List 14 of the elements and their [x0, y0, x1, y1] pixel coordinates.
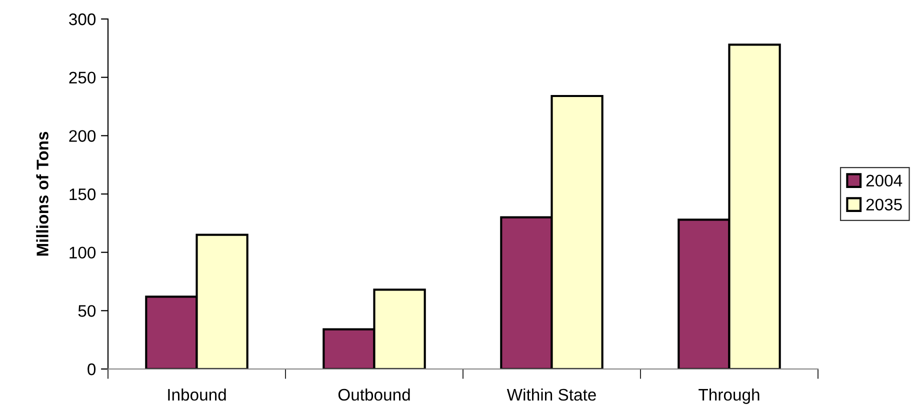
y-tick-label: 100: [70, 246, 96, 259]
y-tick-label: 300: [69, 13, 96, 26]
y-tick-label: 0: [88, 363, 96, 376]
legend-label: 2035: [866, 198, 902, 210]
y-tick-label: 50: [78, 305, 96, 317]
x-tick-label: Through: [698, 388, 760, 404]
legend-label: 2004: [866, 174, 902, 187]
x-tick-label: Inbound: [168, 388, 226, 401]
y-tick-label: 200: [69, 130, 96, 142]
x-tick-label: Outbound: [338, 388, 410, 401]
x-tick-label: Within State: [506, 388, 596, 401]
y-axis-title: Millions of Tons: [36, 132, 48, 256]
y-tick-label: 150: [70, 188, 96, 200]
y-tick-label: 250: [69, 72, 96, 84]
